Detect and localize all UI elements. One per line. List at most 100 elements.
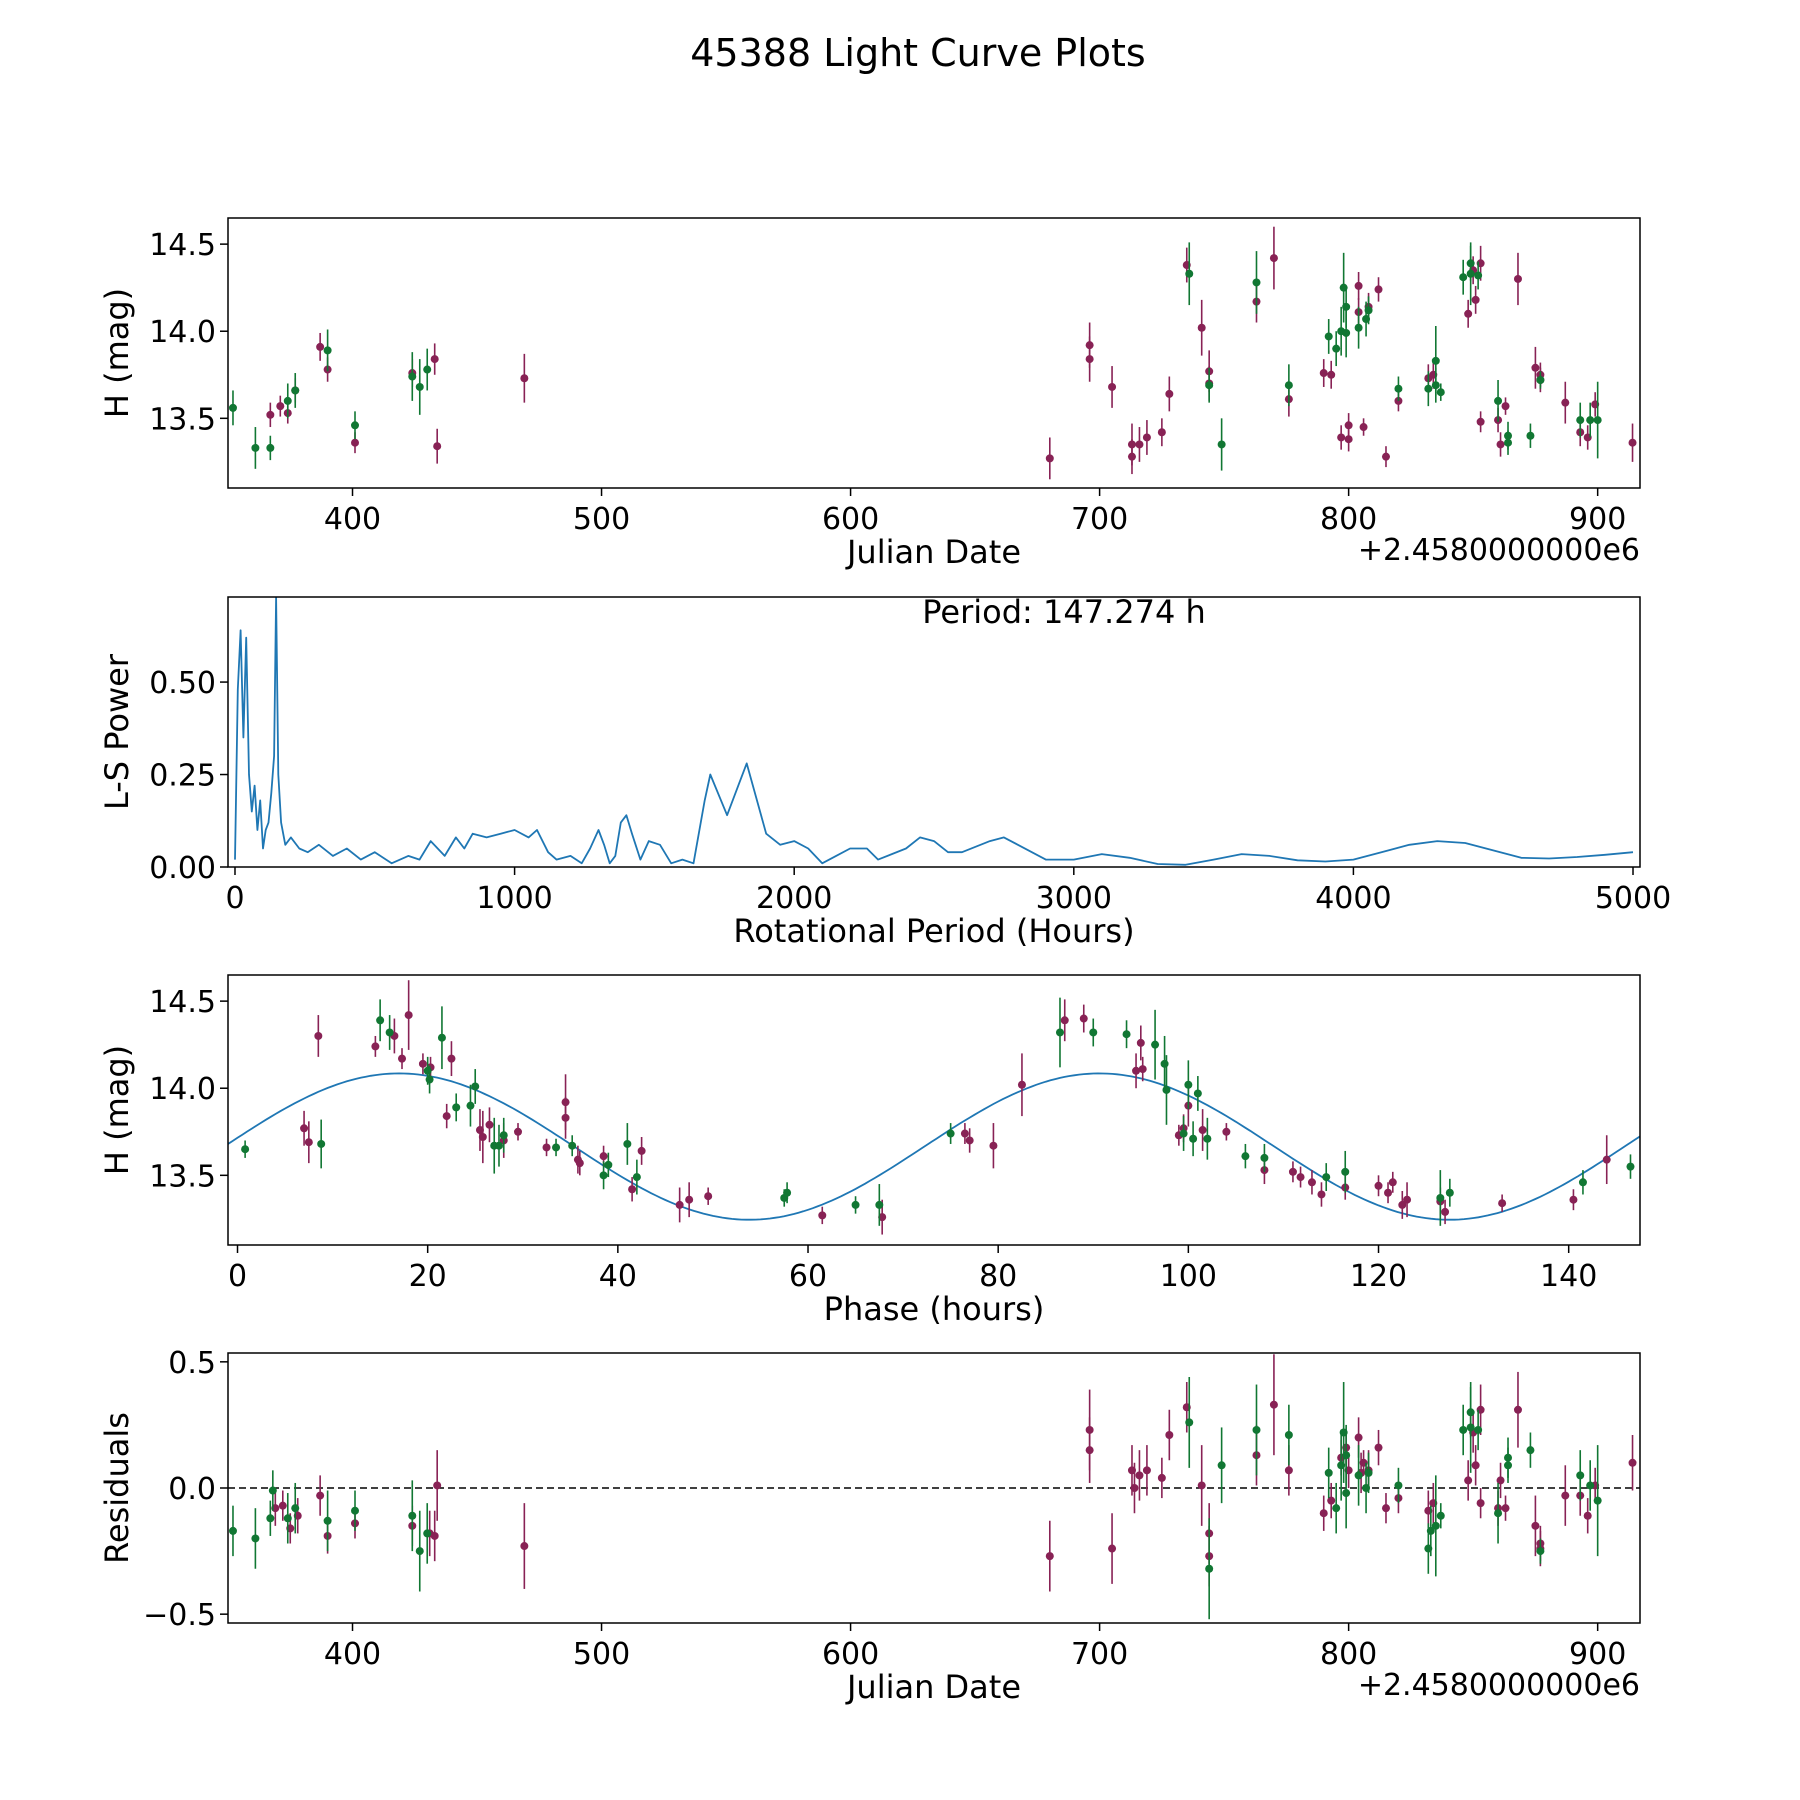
period-annotation: Period: 147.274 h (922, 593, 1206, 631)
data-point (1327, 370, 1336, 379)
phased-curve-band-1-points (300, 980, 1611, 1235)
data-point (423, 365, 432, 374)
data-point (1165, 1431, 1174, 1440)
light-curve-ticks: 400 500 600 700 800 900 13.5 14.0 14.5 (149, 228, 1626, 537)
data-point (1531, 1521, 1540, 1530)
data-point (1085, 1446, 1094, 1455)
data-point (632, 1173, 641, 1182)
data-point (1205, 381, 1214, 390)
data-point (1317, 1190, 1326, 1199)
data-point (851, 1200, 860, 1209)
data-point (1269, 254, 1278, 263)
periodogram-xtick-label: 4000 (1315, 881, 1391, 916)
data-point (314, 1031, 323, 1040)
light-curve-plot-area (228, 226, 1637, 480)
data-point (430, 1531, 439, 1540)
data-point (291, 386, 300, 395)
data-point (1364, 1468, 1373, 1477)
phased-curve-panel: 0 20 40 60 80 100 120 140 13.5 14.0 14.5 Phase (ho… (98, 974, 1641, 1328)
data-point (568, 1141, 577, 1150)
light-curve-xtick-label: 700 (1071, 502, 1128, 537)
data-point (351, 1506, 360, 1515)
data-point (1324, 1468, 1333, 1477)
data-point (1394, 1481, 1403, 1490)
periodogram-xtick-label: 0 (225, 881, 244, 916)
phased-curve-band-2-points (241, 997, 1635, 1226)
phased-curve-xtick-label: 100 (1160, 1259, 1217, 1294)
data-point (1384, 1188, 1393, 1197)
sinusoid-fit-line (228, 1072, 1640, 1221)
data-point (552, 1143, 561, 1152)
data-point (471, 1082, 480, 1091)
data-point (323, 1516, 332, 1525)
data-point (1136, 1038, 1145, 1047)
data-point (1342, 1451, 1351, 1460)
data-point (437, 1033, 446, 1042)
data-point (575, 1159, 584, 1168)
data-point (241, 1145, 250, 1154)
residuals-xtick-label: 900 (1569, 1637, 1626, 1672)
data-point (1501, 402, 1510, 411)
periodogram-xtick-label: 1000 (476, 881, 552, 916)
data-point (1593, 416, 1602, 425)
periodogram-series (234, 597, 1634, 866)
data-point (1160, 1059, 1169, 1068)
data-point (404, 1011, 413, 1020)
data-point (1494, 1509, 1503, 1518)
data-point (1471, 1461, 1480, 1470)
data-point (599, 1152, 608, 1161)
phased-curve-xtick-label: 0 (228, 1259, 247, 1294)
data-point (1466, 259, 1475, 268)
data-point (1179, 1129, 1188, 1138)
data-point (408, 372, 417, 381)
data-point (1354, 1471, 1363, 1480)
data-point (1157, 1473, 1166, 1482)
data-point (1197, 1481, 1206, 1490)
data-point (1342, 328, 1351, 337)
data-point (1628, 438, 1637, 447)
periodogram-ytick-label: 0.50 (149, 666, 216, 701)
data-point (1424, 384, 1433, 393)
data-point (1222, 1127, 1231, 1136)
data-point (1108, 1544, 1117, 1553)
data-point (371, 1042, 380, 1051)
data-point (1342, 1489, 1351, 1498)
phased-curve-ytick-label: 14.5 (149, 985, 216, 1020)
data-point (1354, 1433, 1363, 1442)
data-point (1252, 278, 1261, 287)
phased-curve-series (228, 980, 1640, 1235)
data-point (1576, 1471, 1585, 1480)
data-point (1436, 1193, 1445, 1202)
data-point (228, 1526, 237, 1535)
data-point (1561, 1491, 1570, 1500)
data-point (1319, 369, 1328, 378)
data-point (415, 382, 424, 391)
data-point (1327, 1496, 1336, 1505)
periodogram-xlabel: Rotational Period (Hours) (733, 912, 1134, 950)
phased-curve-xtick-label: 80 (979, 1259, 1017, 1294)
data-point (675, 1200, 684, 1209)
data-point (1374, 1443, 1383, 1452)
data-point (423, 1529, 432, 1538)
data-point (1498, 1199, 1507, 1208)
data-point (1593, 1496, 1602, 1505)
data-point (1165, 389, 1174, 398)
data-point (875, 1200, 884, 1209)
data-point (1198, 1126, 1207, 1135)
data-point (1431, 356, 1440, 365)
phased-curve-axes-frame (227, 974, 1641, 1246)
data-point (1374, 285, 1383, 294)
data-point (268, 1486, 277, 1495)
data-point (430, 355, 439, 364)
data-point (685, 1195, 694, 1204)
light-curve-series (228, 226, 1637, 480)
phased-curve-ytick-label: 14.0 (149, 1072, 216, 1107)
light-curve-ylabel: H (mag) (98, 288, 136, 418)
data-point (499, 1131, 508, 1140)
data-point (1398, 1200, 1407, 1209)
data-point (1441, 1207, 1450, 1216)
data-point (1060, 1016, 1069, 1025)
data-point (1504, 1453, 1513, 1462)
data-point (251, 443, 260, 452)
data-point (423, 1066, 432, 1075)
